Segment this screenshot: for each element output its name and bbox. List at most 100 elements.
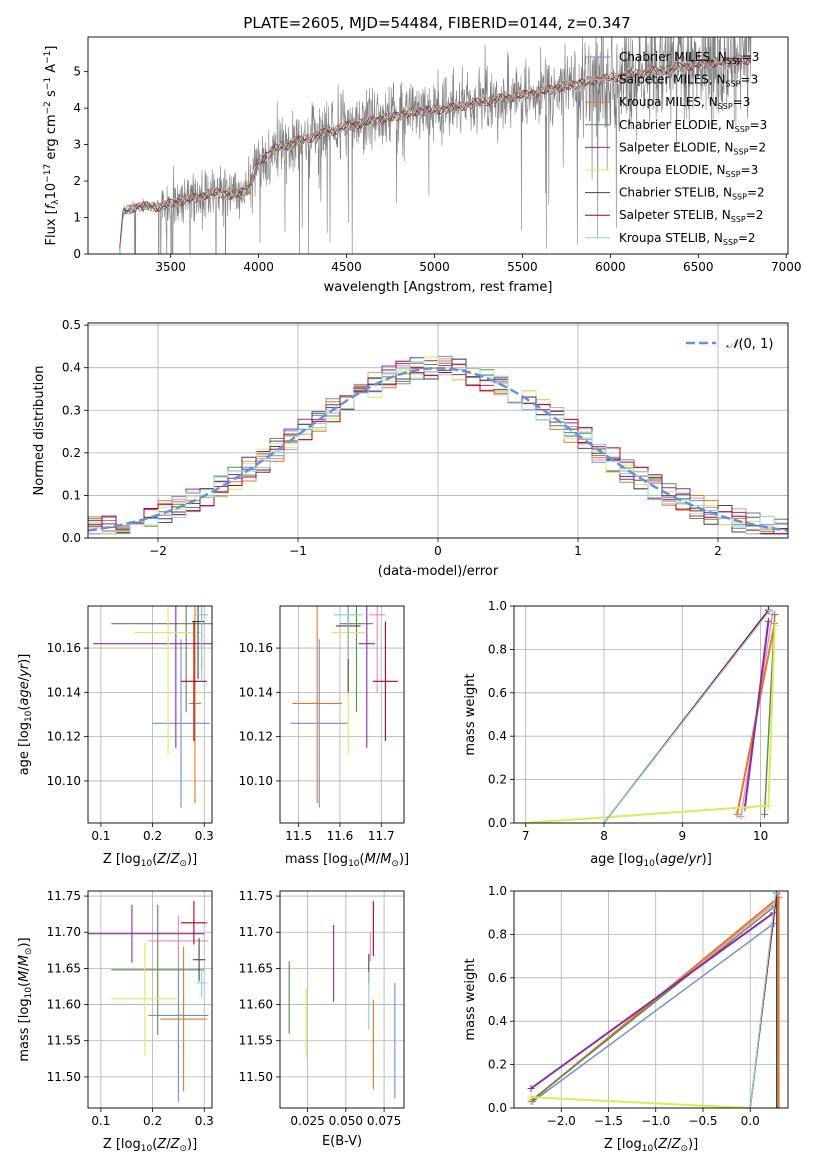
errorbars xyxy=(288,901,396,1099)
x-tick-label: 0.1 xyxy=(91,1114,110,1128)
weight-marker xyxy=(771,622,779,630)
mass-weight-vs-metallicity-plot: −2.0 −1.5 −1.0 −0.5 0.0 0.0 0.2 0.4 0.6 0.8 1.0 mas… xyxy=(463,884,789,1154)
observed-spectrum xyxy=(119,37,752,254)
x-tick-label: −0.5 xyxy=(688,1114,717,1128)
y-tick-label: 10.12 xyxy=(47,730,81,744)
x-axis-label: Z [log10(Z/Z⊙)] xyxy=(103,852,197,869)
weight-series-9 xyxy=(603,609,771,823)
legend-entry: Chabrier MILES, NSSP=3 xyxy=(619,50,759,66)
x-tick-label: 5500 xyxy=(507,260,538,274)
age-vs-mass-plot: 11.5 11.6 11.7 10.10 10.12 10.14 10.16 mass [lo… xyxy=(239,605,409,869)
spectrum-lines xyxy=(119,37,752,254)
x-tick-label: −1 xyxy=(289,544,307,558)
y-tick-label: 10.12 xyxy=(239,730,273,744)
y-tick-label: 0.1 xyxy=(62,488,81,502)
x-axis-label: E(B-V) xyxy=(322,1134,362,1149)
y-tick-label: 11.50 xyxy=(47,1070,81,1084)
y-tick-label: 11.70 xyxy=(47,925,81,939)
legend-entry: Kroupa MILES, NSSP=3 xyxy=(619,95,750,111)
y-tick-label: 1.0 xyxy=(488,599,507,613)
x-tick-label: 11.5 xyxy=(285,829,312,843)
mass-vs-ebv-plot: 0.025 0.050 0.075 11.50 11.55 11.60 11.65 11.70… xyxy=(239,889,405,1149)
x-tick-label: 0.3 xyxy=(195,1114,214,1128)
y-tick-label: 11.65 xyxy=(239,961,273,975)
model-spectrum-9 xyxy=(119,55,751,253)
y-tick-label: 11.60 xyxy=(47,998,81,1012)
weight-marker xyxy=(733,810,741,818)
axes-frame xyxy=(513,890,789,1109)
axes-frame xyxy=(87,36,789,255)
y-tick-label: 4 xyxy=(73,101,81,115)
y-tick-label: 0.6 xyxy=(488,971,507,985)
weight-marker xyxy=(773,1104,781,1108)
figure-title: PLATE=2605, MJD=54484, FIBERID=0144, z=0… xyxy=(243,14,630,32)
weight-marker xyxy=(737,812,745,820)
weight-series-4 xyxy=(532,905,776,1100)
x-tick-label: 9 xyxy=(678,829,686,843)
x-tick-label: 4500 xyxy=(331,260,362,274)
y-tick-label: 0.0 xyxy=(488,1101,507,1115)
axes-frame xyxy=(87,322,789,539)
x-axis-label: age [log10(age/yr)] xyxy=(590,852,712,869)
weight-marker xyxy=(746,1104,754,1108)
y-axis-label: Normed distribution xyxy=(32,366,47,496)
axes-frame xyxy=(87,605,213,824)
axes-frame xyxy=(87,890,213,1109)
x-tick-label: 0 xyxy=(434,544,442,558)
x-tick-label: −2.0 xyxy=(547,1114,576,1128)
y-tick-label: 0.8 xyxy=(488,927,507,941)
age-vs-metallicity-plot: 0.1 0.2 0.3 10.10 10.12 10.14 10.16 Z [log10(Z/… xyxy=(17,605,214,869)
x-tick-label: 0.0 xyxy=(741,1114,760,1128)
y-tick-label: 11.65 xyxy=(47,961,81,975)
weight-series-5 xyxy=(743,621,770,808)
legend-entry: 𝒩(0, 1) xyxy=(726,337,773,352)
weight-series-1 xyxy=(532,922,775,1103)
y-axis-label: mass [log10(M/M⊙)] xyxy=(17,937,34,1061)
x-tick-label: 0.2 xyxy=(143,1114,162,1128)
legend-entry: Kroupa ELODIE, NSSP=3 xyxy=(619,163,758,179)
y-tick-label: 0.5 xyxy=(62,318,81,332)
x-tick-label: 11.7 xyxy=(368,829,395,843)
legend-entry: Salpeter ELODIE, NSSP=2 xyxy=(619,140,766,156)
y-axis-label: mass weight xyxy=(463,673,478,755)
y-axis-label: age [log10(age/yr)] xyxy=(17,654,34,776)
axes-frame xyxy=(279,605,405,824)
x-tick-label: 2 xyxy=(714,544,722,558)
legend-entry: Salpeter STELIB, NSSP=2 xyxy=(619,208,763,224)
histogram-9 xyxy=(88,361,788,535)
weight-marker xyxy=(527,1093,535,1101)
x-tick-label: 7000 xyxy=(771,260,802,274)
weight-marker xyxy=(764,617,772,625)
x-tick-label: 6000 xyxy=(595,260,626,274)
weight-marker xyxy=(527,1084,535,1092)
y-axis-label: Flux [fλ10−17 erg cm−2 s−1 A−1] xyxy=(43,46,61,246)
y-tick-label: 11.70 xyxy=(239,925,273,939)
weight-series-6 xyxy=(525,625,776,823)
y-tick-label: 2 xyxy=(73,174,81,188)
y-tick-label: 10.16 xyxy=(47,641,81,655)
x-tick-label: 5000 xyxy=(419,260,450,274)
y-tick-label: 11.75 xyxy=(239,889,273,903)
legend-entry: Chabrier STELIB, NSSP=2 xyxy=(619,186,765,202)
x-tick-label: 1 xyxy=(574,544,582,558)
x-tick-label: −2 xyxy=(149,544,167,558)
errorbars xyxy=(93,606,212,808)
weight-series-5 xyxy=(530,911,775,1090)
weight-marker xyxy=(522,819,530,823)
x-tick-label: −1.0 xyxy=(641,1114,670,1128)
weight-lines xyxy=(522,606,779,823)
x-tick-label: 0.025 xyxy=(290,1114,324,1128)
y-tick-label: 10.10 xyxy=(47,774,81,788)
x-tick-label: 0.3 xyxy=(195,829,214,843)
x-tick-label: 7 xyxy=(522,829,530,843)
weight-marker xyxy=(600,819,608,823)
y-tick-label: 0.0 xyxy=(488,816,507,830)
errorbars xyxy=(88,901,209,1103)
y-tick-label: 0.4 xyxy=(488,729,507,743)
y-tick-label: 10.14 xyxy=(47,685,81,699)
weight-marker xyxy=(766,606,774,614)
x-axis-label: Z [log10(Z/Z⊙)] xyxy=(604,1137,698,1154)
x-tick-label: 10 xyxy=(753,829,768,843)
weight-marker xyxy=(775,1104,783,1108)
